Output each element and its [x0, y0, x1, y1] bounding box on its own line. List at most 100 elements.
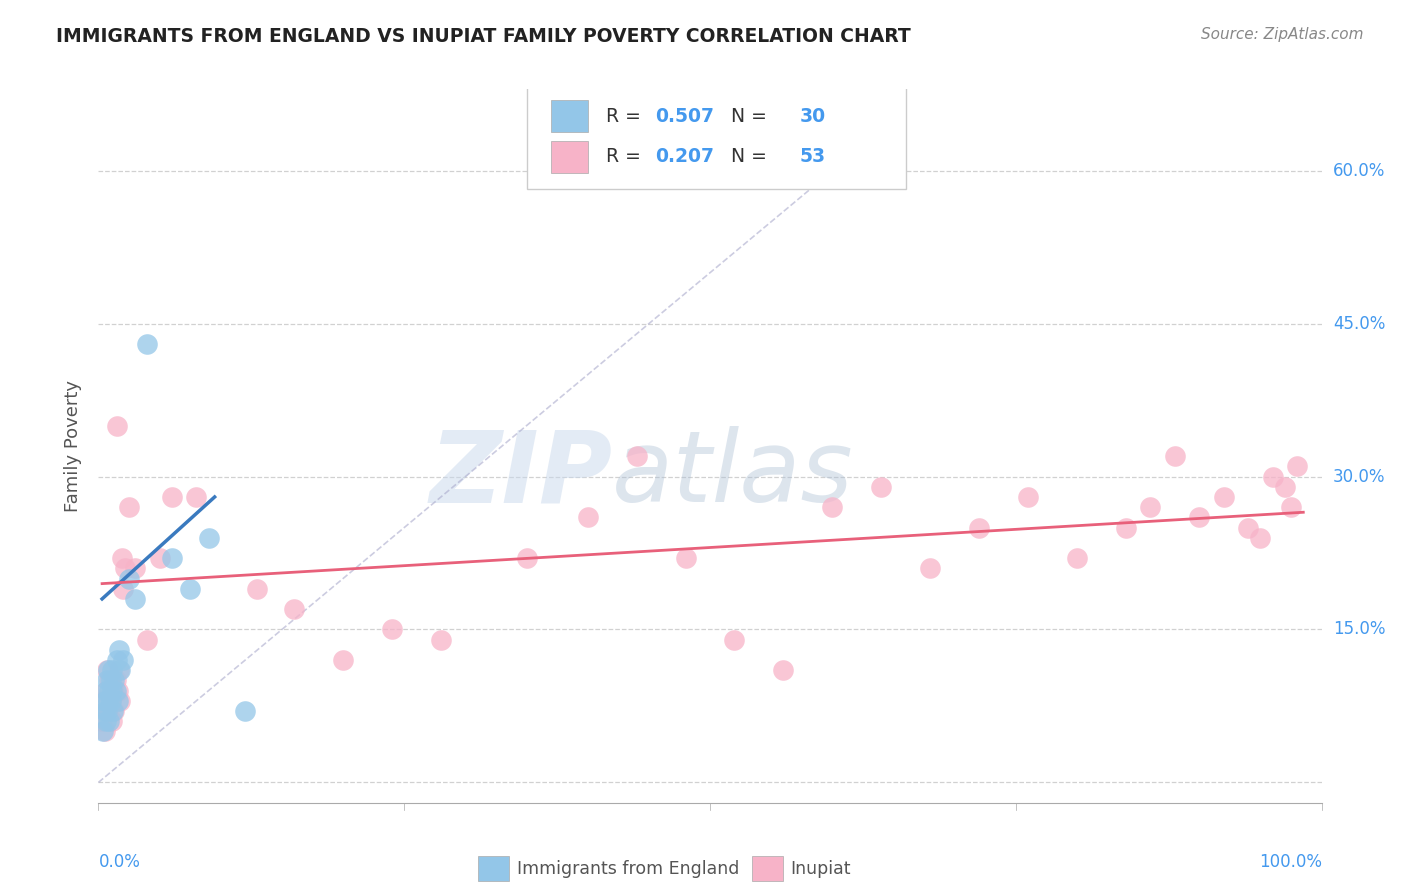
- Point: [91, 714, 114, 729]
- Text: R =: R =: [606, 147, 647, 167]
- Point: [967, 520, 990, 534]
- Point: [118, 572, 141, 586]
- Point: [105, 418, 128, 433]
- Text: ZIP: ZIP: [429, 426, 612, 523]
- FancyBboxPatch shape: [526, 86, 905, 189]
- Point: [111, 551, 134, 566]
- Point: [179, 582, 201, 596]
- Text: 15.0%: 15.0%: [1333, 621, 1385, 639]
- Text: Immigrants from England: Immigrants from England: [517, 860, 740, 878]
- Point: [96, 704, 118, 718]
- Text: atlas: atlas: [612, 426, 853, 523]
- Point: [94, 683, 117, 698]
- Point: [93, 724, 115, 739]
- Point: [381, 623, 404, 637]
- Point: [515, 551, 537, 566]
- Point: [1279, 500, 1302, 515]
- Point: [97, 663, 120, 677]
- Point: [332, 653, 354, 667]
- Point: [93, 704, 115, 718]
- Point: [98, 673, 121, 688]
- Text: 0.0%: 0.0%: [98, 853, 141, 871]
- Point: [103, 673, 125, 688]
- Point: [1139, 500, 1161, 515]
- Text: 100.0%: 100.0%: [1258, 853, 1322, 871]
- Point: [101, 663, 124, 677]
- Point: [98, 683, 121, 698]
- Point: [124, 561, 146, 575]
- Point: [1286, 459, 1309, 474]
- FancyBboxPatch shape: [551, 141, 588, 173]
- Point: [136, 337, 159, 351]
- Point: [97, 694, 120, 708]
- Point: [1188, 510, 1211, 524]
- Point: [94, 714, 117, 729]
- Point: [101, 683, 124, 698]
- Point: [107, 694, 129, 708]
- Point: [1017, 490, 1039, 504]
- Point: [91, 694, 114, 708]
- Point: [136, 632, 159, 647]
- Point: [1164, 449, 1187, 463]
- FancyBboxPatch shape: [551, 100, 588, 132]
- Point: [160, 551, 183, 566]
- Text: 53: 53: [800, 147, 825, 167]
- Point: [1274, 480, 1296, 494]
- Text: Source: ZipAtlas.com: Source: ZipAtlas.com: [1201, 27, 1364, 42]
- Point: [104, 673, 127, 688]
- Point: [100, 694, 122, 708]
- Text: 60.0%: 60.0%: [1333, 161, 1385, 180]
- Point: [920, 561, 942, 575]
- Point: [1261, 469, 1284, 483]
- Point: [430, 632, 453, 647]
- Point: [576, 510, 599, 524]
- Point: [1115, 520, 1137, 534]
- Point: [114, 561, 136, 575]
- Point: [104, 683, 127, 698]
- Point: [100, 694, 122, 708]
- Point: [103, 704, 125, 718]
- Point: [626, 449, 648, 463]
- Point: [118, 500, 141, 515]
- Point: [283, 602, 305, 616]
- Point: [1212, 490, 1234, 504]
- Point: [160, 490, 183, 504]
- Point: [97, 704, 120, 718]
- Point: [105, 653, 128, 667]
- Point: [110, 663, 132, 677]
- Point: [94, 683, 117, 698]
- Point: [111, 582, 134, 596]
- Y-axis label: Family Poverty: Family Poverty: [65, 380, 83, 512]
- Point: [108, 663, 131, 677]
- Point: [96, 673, 118, 688]
- Point: [772, 663, 794, 677]
- Point: [1249, 531, 1271, 545]
- Point: [107, 683, 129, 698]
- Text: 30.0%: 30.0%: [1333, 467, 1385, 485]
- Point: [110, 694, 132, 708]
- Point: [101, 704, 124, 718]
- Point: [96, 663, 118, 677]
- Point: [98, 714, 121, 729]
- Text: N =: N =: [718, 107, 772, 126]
- Text: 0.507: 0.507: [655, 107, 714, 126]
- Text: N =: N =: [718, 147, 772, 167]
- Text: Inupiat: Inupiat: [790, 860, 851, 878]
- Point: [108, 643, 131, 657]
- Point: [101, 714, 124, 729]
- Point: [101, 683, 124, 698]
- Text: 30: 30: [800, 107, 825, 126]
- Point: [93, 694, 115, 708]
- Point: [124, 591, 146, 606]
- Point: [100, 673, 122, 688]
- Point: [246, 582, 269, 596]
- Point: [821, 500, 844, 515]
- Text: 45.0%: 45.0%: [1333, 315, 1385, 333]
- Text: R =: R =: [606, 107, 647, 126]
- Point: [870, 480, 893, 494]
- Point: [233, 704, 256, 718]
- Point: [1237, 520, 1260, 534]
- Point: [723, 632, 745, 647]
- Point: [197, 531, 219, 545]
- Point: [149, 551, 172, 566]
